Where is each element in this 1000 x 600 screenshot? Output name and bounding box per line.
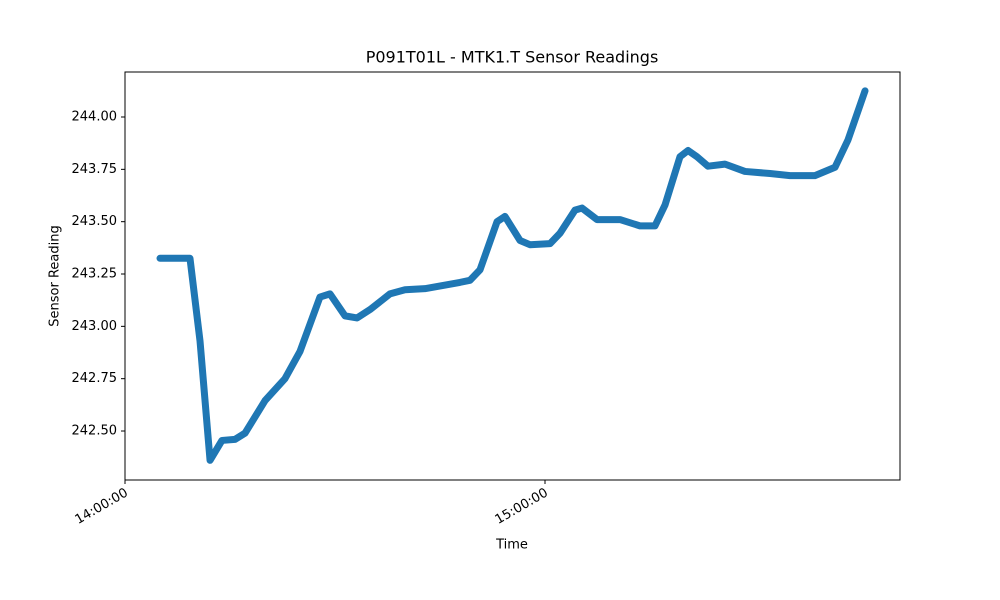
y-tick-label: 244.00 bbox=[72, 110, 118, 125]
y-tick-label: 242.75 bbox=[72, 371, 118, 386]
x-tick-label: 15:00:00 bbox=[493, 486, 551, 528]
y-tick-label: 243.25 bbox=[72, 267, 118, 282]
y-tick-label: 242.50 bbox=[72, 424, 118, 439]
y-tick-label: 243.50 bbox=[72, 214, 118, 229]
y-tick-label: 243.75 bbox=[72, 162, 118, 177]
x-tick-label: 14:00:00 bbox=[73, 486, 131, 528]
plot-frame bbox=[124, 71, 901, 481]
x-axis-label: Time bbox=[495, 538, 528, 553]
y-axis-label: Sensor Reading bbox=[48, 225, 63, 326]
data-line bbox=[156, 87, 869, 464]
y-tick-label: 243.00 bbox=[72, 319, 118, 334]
chart-title: P091T01L - MTK1.T Sensor Readings bbox=[366, 48, 659, 67]
